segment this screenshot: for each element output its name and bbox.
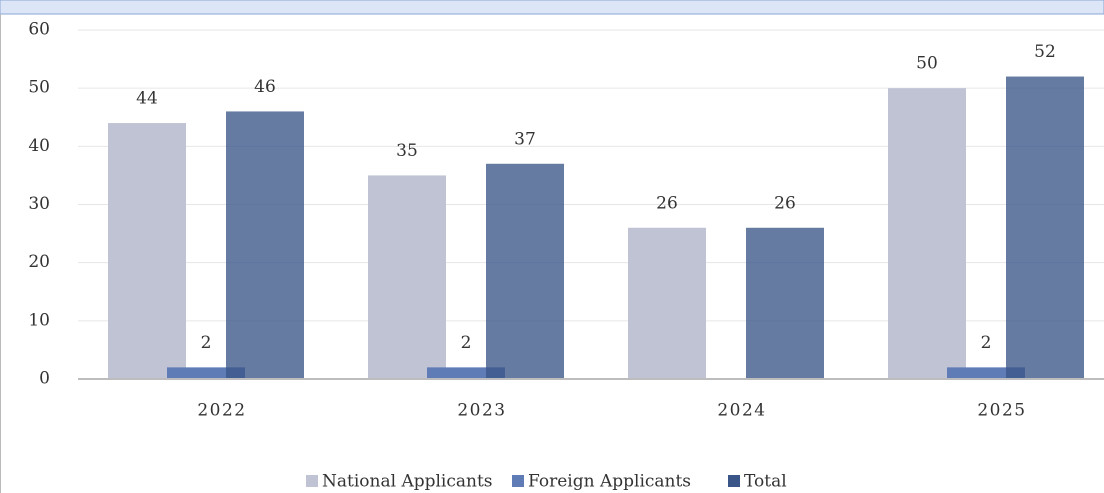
- x-tick-label: 2024: [717, 401, 766, 421]
- y-tick-label: 60: [28, 20, 50, 40]
- header-bar: [0, 0, 1104, 15]
- data-label: 35: [396, 141, 418, 161]
- x-tick-label: 2023: [457, 401, 506, 421]
- data-label: 46: [254, 77, 276, 97]
- legend-label: Foreign Applicants: [528, 472, 691, 492]
- bar: [628, 227, 706, 379]
- y-tick-label: 30: [28, 194, 50, 214]
- y-tick-label: 50: [28, 78, 50, 98]
- bar: [368, 175, 446, 379]
- data-label: 26: [656, 193, 678, 213]
- data-label: 2: [461, 333, 472, 353]
- legend-swatch: [512, 475, 524, 487]
- data-label: 44: [136, 89, 158, 109]
- bar: [947, 367, 1025, 379]
- bar: [746, 227, 824, 379]
- legend-label: National Applicants: [322, 472, 493, 492]
- data-label: 2: [201, 333, 212, 353]
- data-label: 50: [916, 54, 938, 74]
- bar: [486, 163, 564, 379]
- y-tick-label: 40: [28, 136, 50, 156]
- bar: [167, 367, 245, 379]
- bar: [108, 123, 186, 379]
- data-label: 37: [514, 129, 536, 149]
- data-label: 2: [981, 333, 992, 353]
- x-tick-label: 2022: [197, 401, 246, 421]
- legend-label: Total: [744, 472, 787, 492]
- bar: [226, 111, 304, 379]
- y-tick-label: 10: [28, 310, 50, 330]
- y-tick-label: 20: [28, 252, 50, 272]
- data-label: 26: [774, 193, 796, 213]
- legend-swatch: [728, 475, 740, 487]
- bar: [1006, 76, 1084, 380]
- bar: [888, 88, 966, 380]
- x-tick-label: 2025: [977, 401, 1026, 421]
- data-label: 52: [1034, 42, 1056, 62]
- bar: [427, 367, 505, 379]
- y-tick-label: 0: [39, 369, 50, 389]
- legend-swatch: [306, 475, 318, 487]
